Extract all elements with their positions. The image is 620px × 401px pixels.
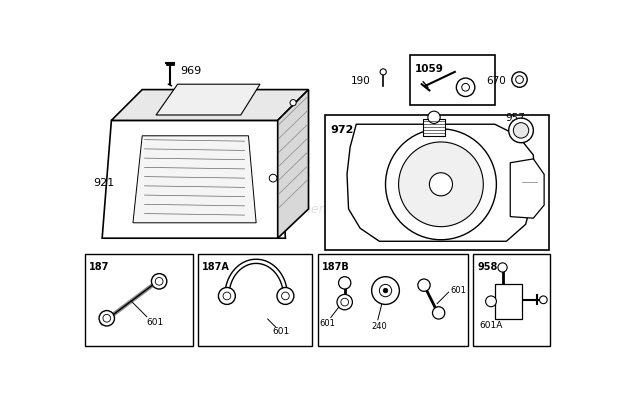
Bar <box>473 254 551 346</box>
Text: 972: 972 <box>331 125 354 135</box>
Circle shape <box>485 296 497 307</box>
Text: 958: 958 <box>477 261 497 271</box>
Circle shape <box>508 119 533 144</box>
Text: 1059: 1059 <box>415 63 444 73</box>
Text: 601A: 601A <box>479 320 503 329</box>
Circle shape <box>516 77 523 84</box>
Circle shape <box>456 79 475 97</box>
Circle shape <box>399 143 484 227</box>
Circle shape <box>418 279 430 292</box>
Text: 187A: 187A <box>202 261 230 271</box>
Polygon shape <box>133 136 256 223</box>
Circle shape <box>433 307 445 319</box>
Circle shape <box>277 288 294 305</box>
Circle shape <box>383 289 388 293</box>
Circle shape <box>337 295 352 310</box>
Circle shape <box>512 73 527 88</box>
Circle shape <box>151 274 167 289</box>
Polygon shape <box>278 90 309 239</box>
Text: 601: 601 <box>320 319 335 328</box>
Circle shape <box>379 285 392 297</box>
Circle shape <box>498 263 507 272</box>
Circle shape <box>539 296 547 304</box>
Bar <box>495 285 522 319</box>
Text: 190: 190 <box>351 75 371 85</box>
Text: 670: 670 <box>486 75 506 85</box>
Bar <box>317 254 468 346</box>
Text: 601: 601 <box>272 326 290 335</box>
Circle shape <box>371 277 399 305</box>
Circle shape <box>339 277 351 289</box>
Polygon shape <box>102 121 285 239</box>
Circle shape <box>281 292 290 300</box>
Circle shape <box>269 175 277 182</box>
Bar <box>410 56 495 106</box>
Bar <box>85 254 193 346</box>
Circle shape <box>341 298 348 306</box>
Text: 601: 601 <box>450 286 466 295</box>
Text: 240: 240 <box>371 322 388 331</box>
Text: 969: 969 <box>180 66 202 76</box>
Circle shape <box>218 288 236 305</box>
Circle shape <box>103 315 110 322</box>
Circle shape <box>386 130 497 240</box>
Text: 187B: 187B <box>322 261 349 271</box>
Circle shape <box>513 124 529 139</box>
Circle shape <box>99 311 115 326</box>
Circle shape <box>155 278 163 286</box>
Circle shape <box>430 173 453 196</box>
Text: eReplacementParts.com: eReplacementParts.com <box>241 202 394 215</box>
Polygon shape <box>112 90 309 121</box>
Circle shape <box>223 292 231 300</box>
Circle shape <box>290 100 296 107</box>
Circle shape <box>380 70 386 76</box>
Bar <box>326 116 549 250</box>
Polygon shape <box>510 160 544 219</box>
Text: 187: 187 <box>89 261 110 271</box>
Text: 957: 957 <box>506 112 526 122</box>
Bar <box>423 119 445 136</box>
Polygon shape <box>347 125 535 242</box>
Text: 921: 921 <box>93 178 114 188</box>
Text: 601: 601 <box>146 317 163 326</box>
Circle shape <box>428 112 440 124</box>
Polygon shape <box>156 85 260 116</box>
Circle shape <box>462 84 469 92</box>
Bar <box>198 254 312 346</box>
